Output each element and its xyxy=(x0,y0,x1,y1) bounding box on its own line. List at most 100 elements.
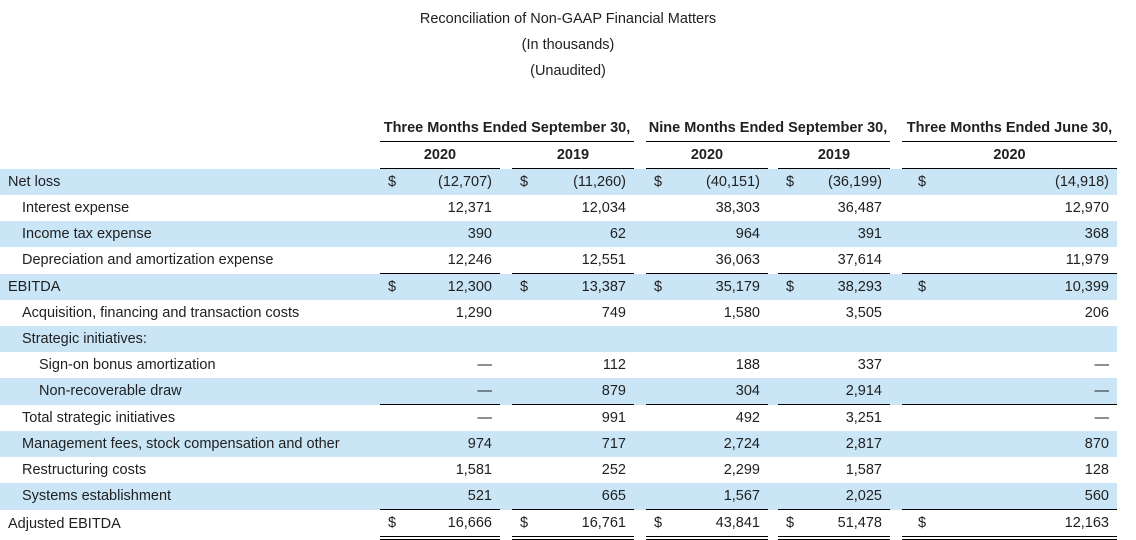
table-row: EBITDA $12,300 $13,387 $35,179 $38,293 $10,39… xyxy=(0,273,1117,300)
dollar-sign-cell xyxy=(646,221,676,247)
value-cell: 391 xyxy=(808,221,890,247)
dollar-sign-cell xyxy=(902,483,938,510)
value-cell: 2,724 xyxy=(676,431,768,457)
column-gap xyxy=(500,326,512,352)
header-empty-cell xyxy=(0,115,380,142)
column-group-header: Nine Months Ended September 30, xyxy=(646,115,890,142)
year-header: 2020 xyxy=(902,141,1117,169)
value-cell: 11,979 xyxy=(1065,252,1109,268)
dollar-sign-cell xyxy=(380,483,410,510)
document-header: Reconciliation of Non-GAAP Financial Mat… xyxy=(0,0,1136,84)
value-cell: 43,841 xyxy=(676,509,768,540)
dollar-sign-cell xyxy=(380,326,410,352)
dollar-sign-cell xyxy=(902,195,938,221)
dollar-sign-cell xyxy=(512,352,542,378)
dollar-sign-cell xyxy=(380,195,410,221)
column-gap xyxy=(768,300,778,326)
dollar-sign-cell xyxy=(512,221,542,247)
reconciliation-table: Three Months Ended September 30, Nine Mon… xyxy=(0,115,1117,540)
value-cell: 974 xyxy=(410,431,500,457)
value-cell: 206 xyxy=(1084,305,1109,321)
dollar-sign-cell xyxy=(380,404,410,431)
dollar-sign-cell xyxy=(778,247,808,274)
column-gap xyxy=(890,168,902,195)
row-label: Acquisition, financing and transaction c… xyxy=(22,305,300,321)
table-row: Restructuring costs 1,581 252 2,299 1,587 128 xyxy=(0,457,1117,483)
dollar-sign-cell xyxy=(902,378,938,405)
value-cell: 1,587 xyxy=(845,462,882,478)
value-cell: 368 xyxy=(938,221,1117,247)
row-label: EBITDA xyxy=(0,273,380,300)
header-gap xyxy=(890,142,902,169)
column-gap xyxy=(500,378,512,405)
column-gap xyxy=(890,405,902,432)
value-cell: 2,914 xyxy=(808,378,890,405)
column-gap xyxy=(500,352,512,378)
dollar-sign-cell xyxy=(646,431,676,457)
column-gap xyxy=(768,326,778,352)
column-group-header: Three Months Ended June 30, xyxy=(902,115,1117,142)
value-cell: — xyxy=(410,378,500,405)
dollar-sign-cell xyxy=(778,378,808,405)
document-title: Reconciliation of Non-GAAP Financial Mat… xyxy=(419,11,717,27)
table-row: Strategic initiatives: xyxy=(0,326,1117,352)
value-cell: 2,817 xyxy=(808,431,890,457)
dollar-sign-cell xyxy=(380,431,410,457)
row-label: Net loss xyxy=(0,168,380,195)
column-gap xyxy=(634,168,646,195)
dollar-sign-cell xyxy=(778,404,808,431)
header-gap xyxy=(768,142,778,169)
dollar-sign-cell xyxy=(512,326,542,352)
value-cell: — xyxy=(1094,357,1110,373)
dollar-sign-cell xyxy=(778,352,808,378)
column-gap xyxy=(634,221,646,247)
header-year-row: 2020 2019 2020 2019 2020 xyxy=(0,141,1117,169)
value-cell: 390 xyxy=(410,221,500,247)
column-gap xyxy=(890,457,902,483)
dollar-sign-cell xyxy=(646,195,676,221)
dollar-sign-cell xyxy=(778,195,808,221)
dollar-sign-cell: $ xyxy=(512,273,542,300)
column-gap xyxy=(890,378,902,405)
table-body: Net loss $ (12,707) $ (11,260) $ (40,151) $ (36,… xyxy=(0,168,1117,540)
column-gap xyxy=(634,195,646,221)
table-head: Three Months Ended September 30, Nine Mon… xyxy=(0,115,1117,169)
value-cell: 35,179 xyxy=(676,273,768,300)
value-cell: 12,300 xyxy=(410,273,500,300)
row-label: Systems establishment xyxy=(0,483,380,510)
column-gap xyxy=(890,247,902,274)
value-cell: 12,163 xyxy=(938,509,1117,540)
value-cell: 16,666 xyxy=(410,509,500,540)
dollar-sign-cell xyxy=(380,300,410,326)
dollar-sign-cell xyxy=(646,247,676,274)
column-gap xyxy=(634,510,646,539)
dollar-sign-cell xyxy=(512,431,542,457)
value-cell: 964 xyxy=(676,221,768,247)
value-cell: 51,478 xyxy=(808,509,890,540)
value-cell: (12,707) xyxy=(410,168,500,195)
dollar-sign-cell xyxy=(512,378,542,405)
document-subtitle-audit: (Unaudited) xyxy=(530,63,606,79)
value-cell: 560 xyxy=(938,483,1117,510)
column-gap xyxy=(890,431,902,457)
table-row: Management fees, stock compensation and … xyxy=(0,431,1117,457)
column-gap xyxy=(890,510,902,539)
value-cell: 36,063 xyxy=(715,252,760,268)
row-label: Total strategic initiatives xyxy=(22,409,176,426)
value-cell: — xyxy=(938,378,1117,405)
column-gap xyxy=(890,221,902,247)
value-cell: 870 xyxy=(938,431,1117,457)
row-label: Non-recoverable draw xyxy=(0,378,380,405)
dollar-sign-cell: $ xyxy=(902,509,938,540)
dollar-sign-cell xyxy=(902,404,938,431)
dollar-sign-cell xyxy=(380,221,410,247)
dollar-sign-cell xyxy=(646,300,676,326)
value-cell: 37,614 xyxy=(837,252,882,268)
dollar-sign-cell: $ xyxy=(380,168,410,195)
value-cell: 1,580 xyxy=(723,305,760,321)
dollar-sign-cell xyxy=(902,326,938,352)
column-gap xyxy=(634,352,646,378)
value-cell: — xyxy=(938,404,1117,431)
value-cell: 1,290 xyxy=(455,305,492,321)
dollar-sign-cell xyxy=(380,457,410,483)
